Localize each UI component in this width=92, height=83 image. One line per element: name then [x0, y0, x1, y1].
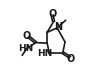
Text: O: O	[23, 31, 31, 41]
Text: N: N	[54, 22, 63, 32]
Text: O: O	[48, 9, 56, 19]
Text: O: O	[66, 54, 75, 64]
Text: HN: HN	[18, 44, 34, 53]
Text: HN: HN	[37, 49, 53, 58]
